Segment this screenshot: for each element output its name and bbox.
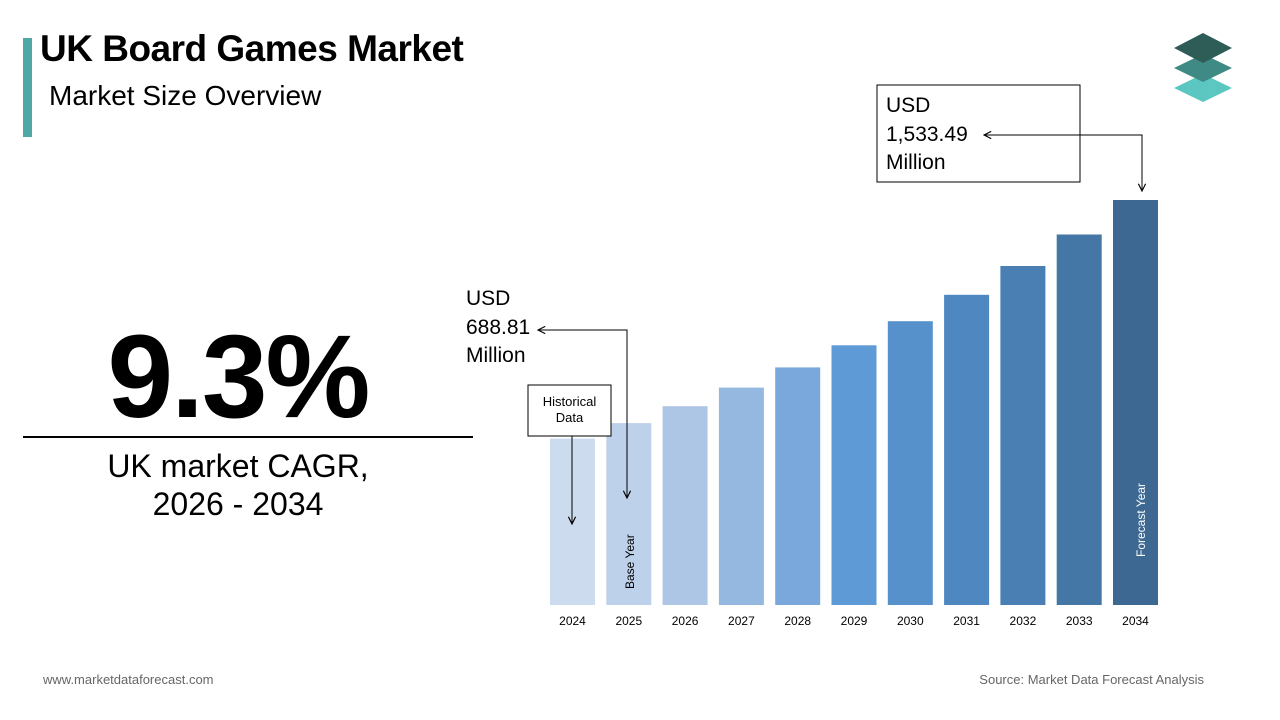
- cagr-value: 9.3%: [107, 311, 371, 443]
- x-tick-2033: 2033: [1066, 614, 1093, 628]
- base-year-bar-label: Base Year: [623, 534, 637, 589]
- x-tick-2030: 2030: [897, 614, 924, 628]
- x-tick-labels: 2024 2025 2026 2027 2028 2029 2030 2031 2032 2033…: [559, 614, 1149, 628]
- logo-layer-bottom: [1174, 74, 1232, 102]
- forecast-arrow: [984, 135, 1142, 191]
- cagr-divider: [23, 436, 473, 438]
- cagr-label: UK market CAGR, 2026 - 2034: [20, 447, 456, 523]
- bars-group: [550, 200, 1158, 605]
- base-year-arrow: [538, 330, 627, 498]
- bar-2031: [944, 294, 990, 605]
- forecast-year-bar-label: Forecast Year: [1134, 483, 1148, 557]
- x-tick-2032: 2032: [1010, 614, 1037, 628]
- x-tick-2034: 2034: [1122, 614, 1149, 628]
- base-year-value-line2: 688.81: [466, 316, 530, 339]
- logo-layer-top: [1174, 33, 1232, 63]
- bar-2026: [662, 406, 708, 605]
- title-accent-bar: [23, 38, 32, 137]
- forecast-value-line1: USD: [886, 94, 930, 117]
- page-title: UK Board Games Market: [40, 28, 464, 69]
- historical-data-box: [527, 384, 612, 437]
- bar-2027: [718, 387, 764, 605]
- bar-2030: [887, 321, 933, 605]
- bar-2034: [1113, 200, 1158, 605]
- bar-2032: [1000, 266, 1046, 605]
- bar-2029: [831, 345, 877, 605]
- logo-layer-middle: [1174, 54, 1232, 82]
- x-tick-2031: 2031: [953, 614, 980, 628]
- page-subtitle: Market Size Overview: [49, 80, 322, 111]
- cagr-label-line2: 2026 - 2034: [152, 486, 324, 522]
- logo-layers-icon: [1174, 33, 1232, 102]
- bar-2028: [775, 367, 821, 605]
- footer-source: Source: Market Data Forecast Analysis: [979, 672, 1204, 687]
- x-tick-2027: 2027: [728, 614, 755, 628]
- historical-data-line1: Historical: [543, 394, 597, 409]
- x-tick-2028: 2028: [784, 614, 811, 628]
- forecast-value-line2: 1,533.49: [886, 123, 968, 146]
- historical-data-line2: Data: [556, 410, 584, 425]
- base-year-value-line3: Million: [466, 344, 526, 367]
- forecast-value-line3: Million: [886, 151, 946, 174]
- cagr-label-line1: UK market CAGR,: [107, 448, 369, 484]
- base-year-value-line1: USD: [466, 287, 510, 310]
- x-tick-2029: 2029: [841, 614, 868, 628]
- x-tick-2025: 2025: [615, 614, 642, 628]
- x-tick-2026: 2026: [672, 614, 699, 628]
- footer-website: www.marketdataforecast.com: [43, 672, 214, 687]
- bar-2033: [1056, 234, 1102, 605]
- x-tick-2024: 2024: [559, 614, 586, 628]
